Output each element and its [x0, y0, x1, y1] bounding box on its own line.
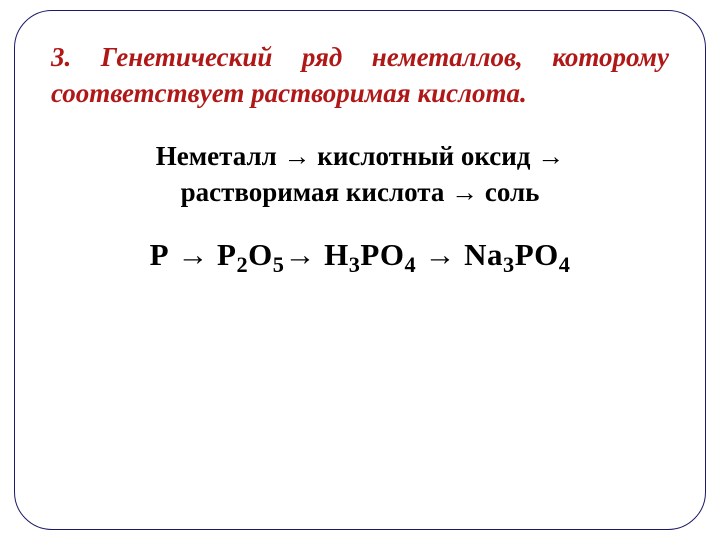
sequence-words: Неметалл → кислотный оксид → растворимая…	[51, 138, 669, 211]
sequence-words-line2: растворимая кислота → соль	[181, 177, 540, 207]
formula-term: Na3PO4	[464, 237, 570, 272]
sequence-words-line1: Неметалл → кислотный оксид →	[156, 141, 564, 171]
arrow-icon: →	[169, 237, 217, 272]
formula-term: P	[150, 237, 169, 272]
heading-text: Генетический ряд неметаллов, которому со…	[51, 42, 669, 108]
slide-frame: 3. Генетический ряд неметаллов, которому…	[14, 10, 706, 530]
arrow-icon: →	[416, 237, 464, 272]
formula-term: H3PO4	[324, 237, 416, 272]
arrow-icon: →	[284, 237, 324, 272]
heading-number: 3.	[51, 42, 71, 72]
heading: 3. Генетический ряд неметаллов, которому…	[51, 39, 669, 112]
sequence-formula: P → P2O5→ H3PO4 → Na3PO4	[51, 237, 669, 273]
formula-term: P2O5	[217, 237, 284, 272]
